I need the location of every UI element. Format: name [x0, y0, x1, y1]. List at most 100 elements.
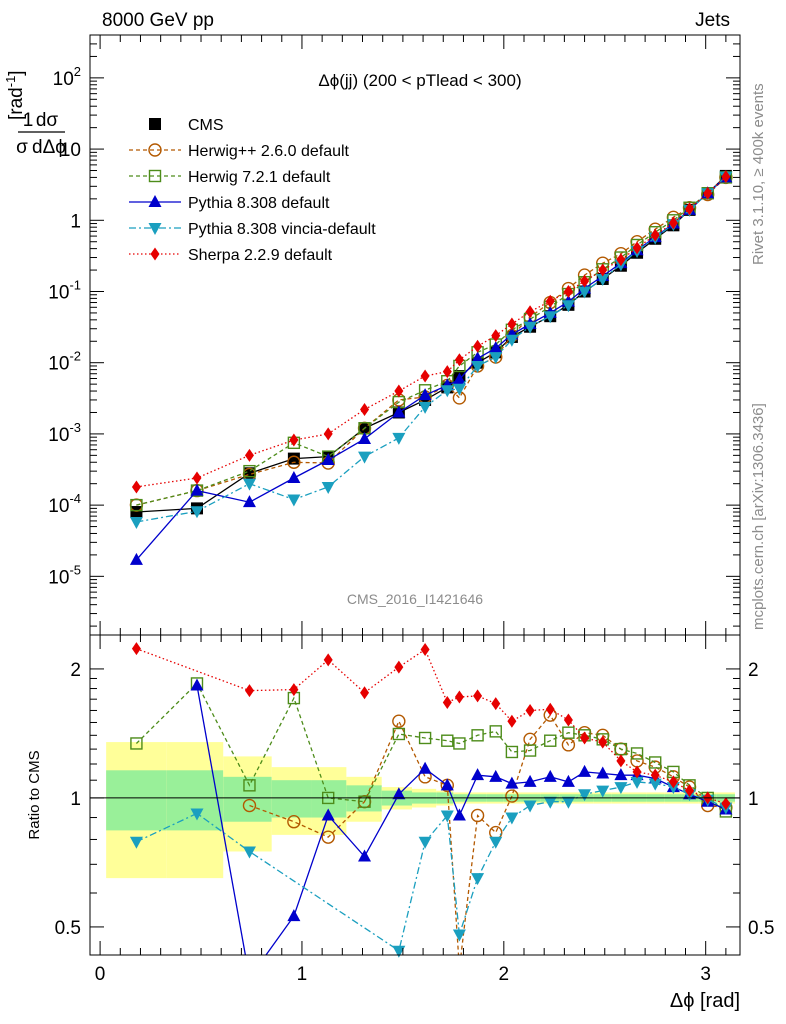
- ratio-point: [394, 660, 404, 674]
- main-point: [507, 317, 517, 331]
- ratio-y-tick-label: 0.5: [748, 918, 774, 939]
- ratio-point: [630, 776, 644, 789]
- main-point: [418, 401, 432, 414]
- ratio-point: [561, 774, 575, 787]
- main-y-tick-label: 10: [60, 140, 81, 161]
- main-point: [491, 329, 501, 343]
- ratio-point: [420, 643, 430, 657]
- ratio-point: [578, 789, 592, 802]
- main-point: [454, 353, 464, 367]
- ratio-point: [489, 769, 503, 782]
- main-point: [289, 433, 299, 447]
- main-point: [703, 186, 713, 200]
- ratio-point: [418, 761, 432, 774]
- ratio-point: [440, 810, 454, 823]
- main-point: [321, 453, 335, 466]
- main-point: [242, 495, 256, 508]
- ratio-point: [242, 846, 256, 859]
- main-point: [598, 263, 608, 277]
- svg-text:1: 1: [23, 110, 34, 131]
- main-y-tick-label: 10-4: [48, 491, 81, 517]
- main-y-tick-label: 10-3: [48, 420, 81, 446]
- energy-label: 8000 GeV pp: [102, 10, 214, 31]
- main-point: [190, 506, 204, 519]
- main-point: [440, 385, 454, 398]
- main-point: [561, 300, 575, 313]
- main-point: [394, 384, 404, 398]
- ratio-point: [616, 754, 626, 768]
- ratio-point: [360, 686, 370, 700]
- ratio-point: [321, 830, 335, 844]
- main-point: [452, 383, 466, 396]
- ratio-point: [321, 808, 335, 821]
- main-point: [489, 352, 503, 365]
- main-point: [244, 448, 254, 462]
- main-point: [360, 403, 370, 417]
- main-point: [473, 339, 483, 353]
- ratio-point: [491, 697, 501, 711]
- ratio-point: [544, 734, 557, 747]
- ratio-point: [543, 796, 557, 809]
- ratio-point: [418, 836, 432, 849]
- ratio-point: [129, 836, 143, 849]
- ratio-series-4: [131, 642, 731, 811]
- ratio-point: [471, 729, 484, 742]
- ratio-point: [441, 734, 454, 747]
- ratio-y-tick-label: 2: [70, 660, 81, 681]
- ratio-point: [452, 808, 466, 821]
- x-tick-label: 3: [700, 964, 711, 985]
- main-point: [580, 274, 590, 288]
- ratio-point: [523, 744, 537, 757]
- main-y-axis-label: 1 dσ σ dΔϕ [rad-1]: [3, 70, 66, 158]
- legend-marker: [149, 118, 161, 130]
- ratio-point: [632, 765, 642, 779]
- main-point: [392, 432, 406, 445]
- main-point: [321, 481, 335, 494]
- ratio-line: [136, 781, 727, 952]
- main-point: [323, 427, 333, 441]
- ratio-band-inner: [166, 770, 224, 831]
- ratio-line: [136, 648, 727, 805]
- ratio-point: [287, 815, 301, 829]
- ratio-point: [489, 725, 502, 738]
- ratio-point: [580, 731, 590, 745]
- main-point: [632, 241, 642, 255]
- ratio-point: [323, 653, 333, 667]
- main-y-tick-label: 10-1: [48, 277, 81, 303]
- ratio-plot-frame: [89, 634, 741, 956]
- main-point: [190, 483, 204, 496]
- ratio-point: [392, 714, 406, 728]
- x-tick-label: 1: [297, 964, 308, 985]
- ratio-point: [523, 800, 537, 813]
- ratio-y-tick-label: 1: [748, 789, 759, 810]
- legend-label: Pythia 8.308 vincia-default: [188, 221, 376, 238]
- source-label: mcplots.cern.ch [arXiv:1306.3436]: [750, 403, 767, 630]
- ratio-point: [131, 642, 141, 656]
- ratio-point: [244, 684, 254, 698]
- ratio-point: [190, 808, 204, 821]
- main-point: [129, 516, 143, 529]
- ratio-point: [598, 735, 608, 749]
- main-point: [358, 431, 372, 444]
- ratio-band-inner: [271, 780, 312, 818]
- x-tick-label: 0: [95, 964, 106, 985]
- svg-text:dσ: dσ: [36, 110, 59, 131]
- main-point: [420, 369, 430, 383]
- main-point: [192, 471, 202, 485]
- main-point: [505, 334, 519, 347]
- ratio-point: [630, 747, 644, 760]
- main-point: [358, 451, 372, 464]
- ratio-point: [470, 808, 485, 823]
- main-point: [392, 405, 406, 418]
- svg-text:[rad-1]: [rad-1]: [3, 70, 27, 120]
- main-point: [287, 471, 301, 484]
- ratio-series-0: [242, 708, 733, 955]
- main-point: [129, 552, 143, 565]
- ratio-point: [561, 796, 575, 809]
- ratio-point: [543, 769, 557, 782]
- main-point: [471, 351, 485, 364]
- ratio-point: [507, 714, 517, 728]
- main-point: [721, 170, 731, 184]
- ratio-point: [505, 812, 519, 825]
- ratio-point: [596, 785, 610, 798]
